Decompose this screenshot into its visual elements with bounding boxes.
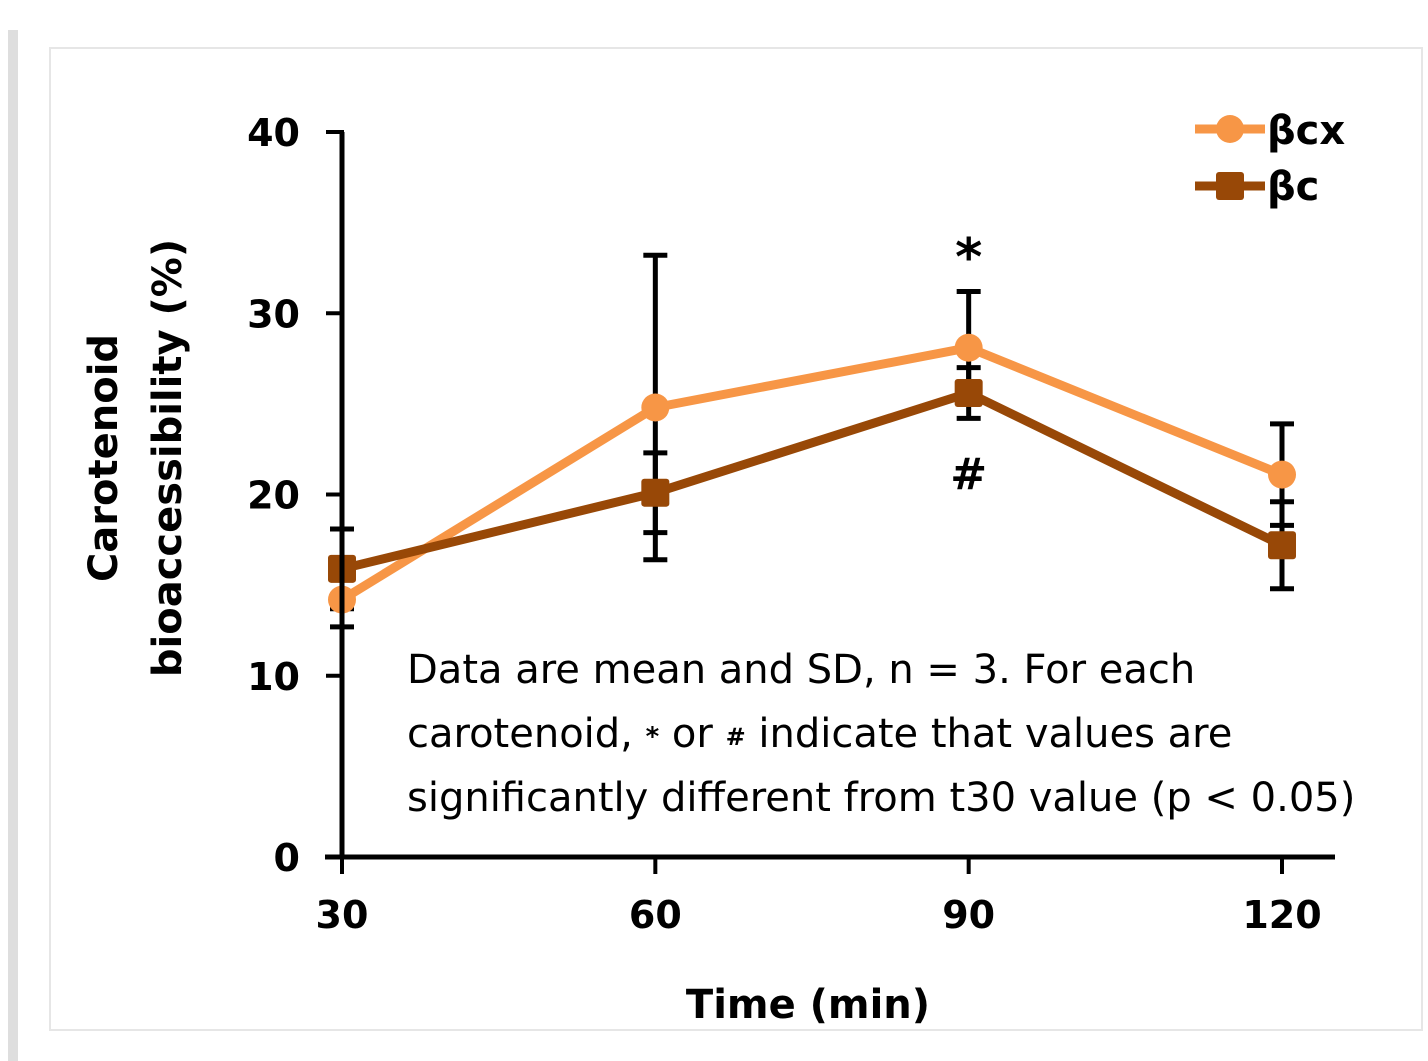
point-bcx (641, 393, 670, 422)
x-axis-title: Time (min) (686, 982, 930, 1028)
note-line-2-a: carotenoid, (407, 711, 646, 757)
point-bc (641, 478, 670, 507)
point-bcx (1268, 460, 1296, 489)
y-tick-label: 40 (247, 111, 300, 155)
note-line-3: significantly different from t30 value (… (407, 775, 1355, 821)
y-tick-label: 30 (247, 292, 300, 336)
legend-label-bcx: βcx (1267, 108, 1345, 154)
significance-annotations: *# (950, 228, 987, 500)
x-tick-label: 60 (629, 893, 682, 937)
frame-shadow (8, 30, 18, 1061)
y-ticks: 0 10 20 30 40 (247, 111, 344, 880)
data-note: Data are mean and SD, n = 3. For each ca… (407, 647, 1355, 821)
chart-border (49, 47, 1423, 1031)
series-lines (339, 343, 1284, 604)
point-bcx (954, 333, 983, 362)
y-tick-label: 0 (274, 836, 300, 880)
legend-item-bcx: βcx (1195, 108, 1345, 154)
y-axis-title-line2: bioaccessibility (%) (145, 239, 191, 677)
note-line-1: Data are mean and SD, n = 3. For each (407, 647, 1195, 693)
x-tick-label: 30 (316, 893, 369, 937)
x-ticks: 30 60 90 120 (316, 855, 1322, 937)
series-line-bcx (339, 343, 1284, 604)
legend: βcx βc (1195, 108, 1345, 210)
significance-star: * (955, 228, 982, 288)
note-line-2-b: or (659, 711, 725, 757)
point-bc (954, 379, 983, 407)
legend-marker-bc (1216, 172, 1244, 200)
legend-marker-bcx (1216, 115, 1244, 143)
x-tick-label: 90 (942, 893, 995, 937)
y-tick-label: 10 (247, 655, 300, 699)
legend-item-bc: βc (1195, 164, 1319, 210)
note-hash-symbol: # (726, 723, 746, 751)
x-tick-label: 120 (1242, 893, 1321, 937)
note-line-2: carotenoid, * or # indicate that values … (407, 711, 1232, 757)
note-star-symbol: * (646, 722, 660, 752)
y-axis-title-line1: Carotenoid (81, 334, 127, 582)
significance-hash: # (950, 449, 987, 500)
y-tick-label: 20 (247, 474, 300, 518)
legend-label-bc: βc (1267, 164, 1319, 210)
y-axis-title: Carotenoid bioaccessibility (%) (81, 239, 191, 677)
note-line-2-c: indicate that values are (746, 711, 1233, 757)
point-bc (1268, 531, 1296, 560)
series-line-bc (340, 388, 1284, 574)
